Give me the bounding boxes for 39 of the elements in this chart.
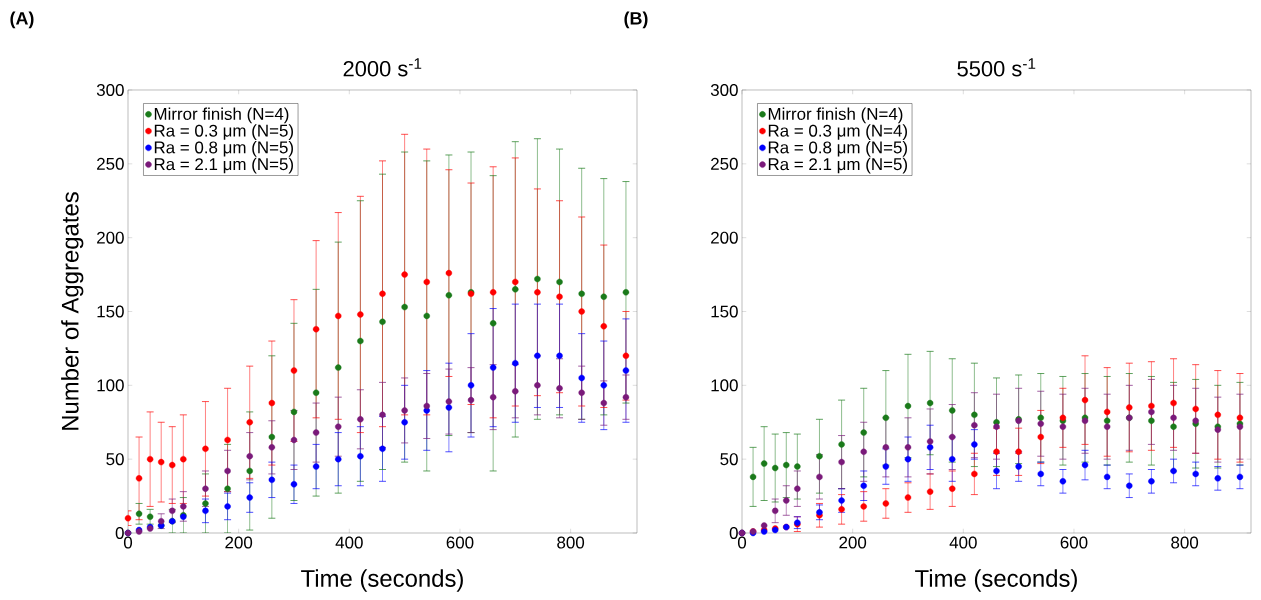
- legend-label: Ra = 0.8 μm (N=5): [154, 140, 293, 157]
- y-axis-title: Number of Aggregates: [61, 192, 84, 430]
- x-tick-label: 200: [225, 536, 253, 549]
- x-tick-label: 400: [949, 536, 977, 549]
- x-tick-label: 600: [1060, 536, 1088, 549]
- x-axis-title: Time (seconds): [301, 569, 463, 592]
- x-tick-label: 400: [335, 536, 363, 549]
- legend-label: Ra = 0.8 μm (N=5): [768, 140, 907, 157]
- x-tick-label: 200: [839, 536, 867, 549]
- y-tick-label: 0: [115, 527, 124, 539]
- y-tick-label: 200: [97, 231, 124, 244]
- y-tick-label: 300: [710, 84, 738, 96]
- legend-label: Ra = 0.3 μm (N=5): [154, 124, 293, 140]
- y-tick-label: 50: [720, 453, 738, 466]
- y-tick-label: 50: [106, 453, 124, 466]
- x-tick-label: 0: [123, 536, 133, 549]
- y-tick-label: 100: [711, 379, 738, 392]
- legend-label: Ra = 2.1 μm (N=5): [768, 157, 907, 174]
- y-tick-label: 250: [711, 157, 738, 170]
- y-tick-label: 100: [97, 379, 124, 392]
- chart-title: 5500 s$^{-1}$: [957, 58, 1036, 77]
- y-tick-label: 150: [711, 305, 738, 318]
- y-tick-label: 0: [729, 527, 738, 539]
- y-tick-label: 200: [711, 231, 738, 244]
- text: (B): [624, 11, 648, 29]
- y-tick-label: 150: [97, 305, 124, 318]
- legend-label: Mirror finish (N=4): [768, 107, 903, 124]
- legend-label: Mirror finish (N=4): [154, 107, 289, 124]
- text: (A): [10, 11, 34, 29]
- legend-label: Ra = 2.1 μm (N=5): [154, 157, 293, 174]
- x-tick-label: 800: [557, 536, 585, 549]
- chart-title: 2000 s$^{-1}$: [343, 58, 422, 77]
- x-tick-label: 800: [1171, 536, 1199, 549]
- x-tick-label: 600: [446, 536, 474, 549]
- x-axis-title: Time (seconds): [915, 569, 1077, 592]
- y-tick-label: 250: [97, 157, 124, 170]
- legend-label: Ra = 0.3 μm (N=4): [768, 124, 907, 140]
- y-tick-label: 300: [96, 84, 124, 96]
- x-tick-label: 0: [737, 536, 747, 549]
